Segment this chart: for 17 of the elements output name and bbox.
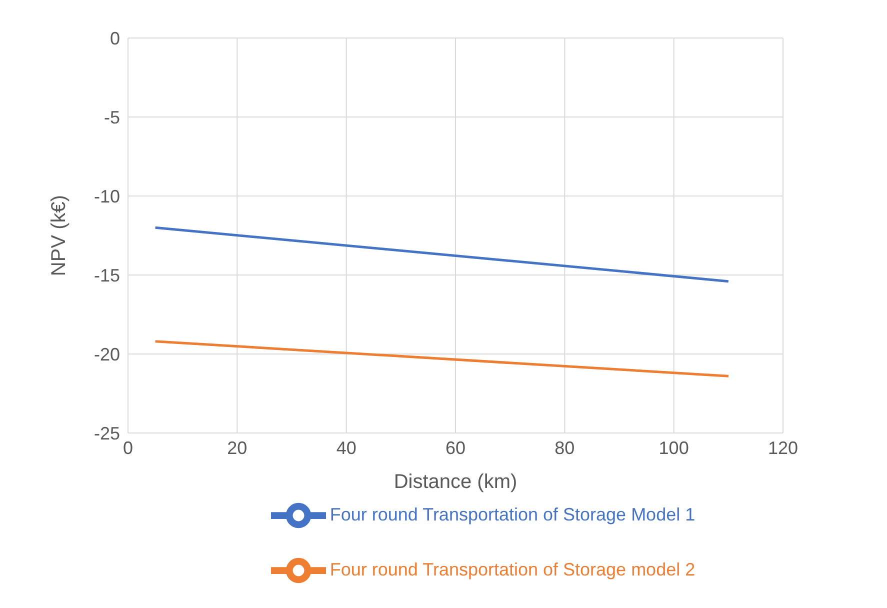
x-tick-label: 20 <box>227 438 248 458</box>
y-axis-title: NPV (k€) <box>48 194 70 276</box>
legend-label: Four round Transportation of Storage model 2 <box>330 559 696 580</box>
x-tick-label: 40 <box>336 438 356 458</box>
legend-label: Four round Transportation of Storage Model 1 <box>330 504 696 524</box>
x-tick-label: 80 <box>554 438 575 458</box>
y-tick-label: -15 <box>94 265 120 286</box>
y-tick-label: -20 <box>94 344 120 364</box>
y-tick-label: -5 <box>104 107 120 128</box>
y-tick-label: 0 <box>110 28 120 48</box>
x-tick-label: 60 <box>445 438 466 458</box>
y-tick-label: -25 <box>94 423 120 444</box>
x-tick-label: 120 <box>768 438 798 458</box>
x-axis-title: Distance (km) <box>394 471 518 493</box>
x-tick-label: 100 <box>658 438 689 458</box>
y-tick-label: -10 <box>94 186 120 206</box>
x-tick-label: 0 <box>122 438 134 458</box>
